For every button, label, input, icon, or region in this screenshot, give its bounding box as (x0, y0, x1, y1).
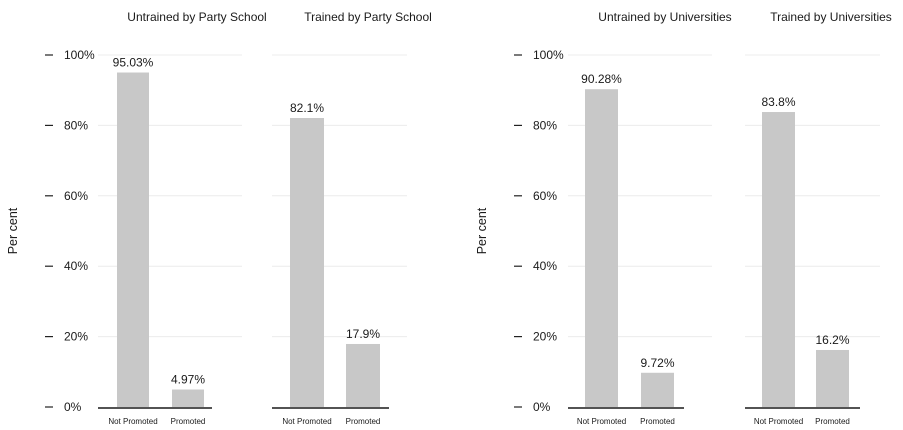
y-tick-label: 20% (64, 330, 88, 344)
data-label: 83.8% (761, 95, 795, 109)
bar (641, 372, 674, 407)
panel-title: Trained by Universities (770, 10, 892, 24)
panel-title: Trained by Party School (304, 10, 432, 24)
bar (585, 89, 618, 407)
y-tick-label: 60% (64, 189, 88, 203)
data-label: 95.03% (113, 55, 154, 69)
y-tick-label: 40% (533, 259, 557, 273)
panel-title: Untrained by Party School (127, 10, 266, 24)
x-tick-label: Promoted (815, 417, 850, 426)
data-label: 17.9% (346, 327, 380, 341)
x-tick-label: Not Promoted (754, 417, 803, 426)
y-tick-label: 60% (533, 189, 557, 203)
y-tick-label: 40% (64, 259, 88, 273)
x-tick-label: Not Promoted (282, 417, 331, 426)
data-label: 90.28% (581, 72, 622, 86)
x-tick-label: Not Promoted (108, 417, 157, 426)
y-tick-label: 20% (533, 330, 557, 344)
x-tick-label: Not Promoted (577, 417, 626, 426)
data-label: 16.2% (815, 333, 849, 347)
bar (172, 389, 204, 407)
bar (816, 349, 849, 407)
x-tick-label: Promoted (346, 417, 381, 426)
y-tick-label: 100% (64, 48, 95, 62)
bar (762, 112, 795, 408)
y-axis-label: Per cent (475, 207, 489, 254)
bar (346, 343, 380, 407)
panel-title: Untrained by Universities (598, 10, 731, 24)
bar (290, 118, 324, 408)
data-label: 4.97% (171, 373, 205, 387)
y-tick-label: 0% (64, 400, 82, 414)
y-tick-label: 80% (64, 118, 88, 132)
bar (117, 72, 149, 408)
x-tick-label: Promoted (640, 417, 675, 426)
y-tick-label: 100% (533, 48, 564, 62)
y-tick-label: 0% (533, 400, 551, 414)
data-label: 82.1% (290, 101, 324, 115)
y-tick-label: 80% (533, 118, 557, 132)
y-axis-label: Per cent (6, 207, 20, 254)
data-label: 9.72% (640, 356, 674, 370)
x-tick-label: Promoted (171, 417, 206, 426)
